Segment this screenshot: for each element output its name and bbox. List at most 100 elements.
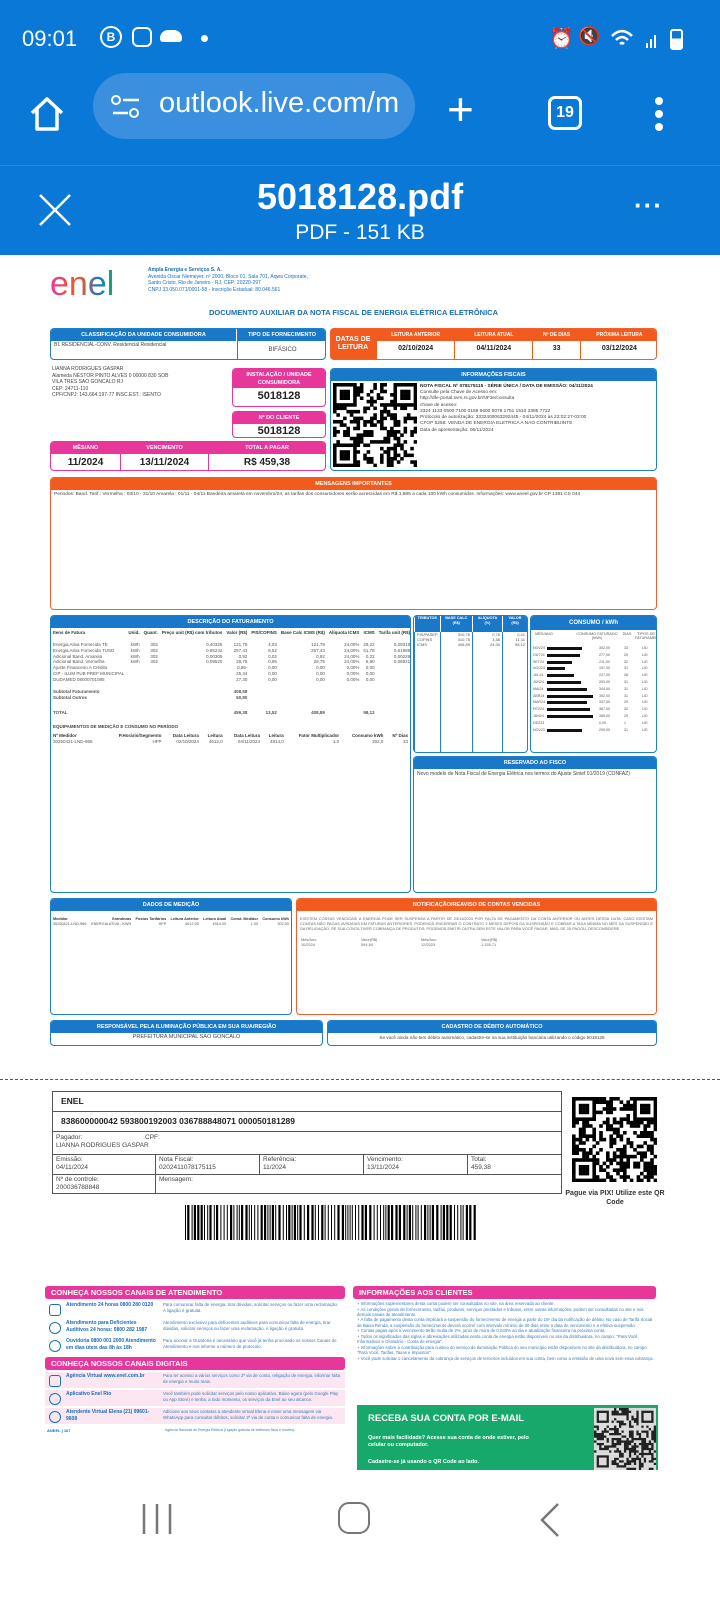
b-chat-icon: B <box>100 26 122 48</box>
col-label: Mês/Ano <box>421 936 437 942</box>
table-cell: 257,43 <box>311 647 325 653</box>
table-cell: 0,00 <box>268 676 277 682</box>
table-cell: ENERGIA ATIVA - KWH <box>91 921 132 926</box>
table-cell: 408,89 <box>311 710 325 716</box>
tipo-header: TIPO DE FORNECIMENTO <box>237 329 325 341</box>
barcode-bar <box>193 1205 196 1240</box>
num-cliente-box: Nº DO CLIENTE 5018128 <box>232 411 326 438</box>
new-tab-icon[interactable]: + <box>447 83 474 135</box>
table-cell <box>142 710 160 716</box>
more-options-icon[interactable]: ··· <box>634 190 663 220</box>
consumo-tipo: LID <box>642 673 648 678</box>
barcode-bar <box>267 1205 269 1240</box>
barcode-bar <box>207 1205 209 1240</box>
barcode-bar <box>395 1205 398 1240</box>
barcode-bar <box>293 1205 296 1240</box>
barcode-bar <box>238 1205 240 1240</box>
consumo-col-label: CONSUMO FATURADO (kWh) <box>576 632 618 641</box>
address-bar[interactable]: outlook.live.com/mail <box>93 73 415 139</box>
total-value: R$ 459,38 <box>243 457 291 468</box>
barcode-bar <box>318 1205 319 1240</box>
site-settings-icon[interactable] <box>111 95 141 119</box>
table-cell: DUDAMED 08000701085 <box>53 676 105 682</box>
consumo-dias: 31 <box>624 686 628 691</box>
mute-icon: 🔇 <box>578 26 601 46</box>
table-cell: COFINS <box>414 637 441 643</box>
canal-title: Ouvidoria 0800 001 2000 Atendimento em d… <box>66 1338 156 1351</box>
linha-digitavel[interactable]: 838600000042 593800192003 036788848071 0… <box>53 1112 561 1132</box>
barcode-bar <box>297 1205 299 1240</box>
table-cell: kWh <box>130 647 140 653</box>
qr-code-fiscal[interactable] <box>333 383 417 467</box>
barcode-bar <box>412 1205 414 1240</box>
barcode-bar <box>403 1205 406 1240</box>
table-cell: Const. Medidor <box>230 917 259 921</box>
hearing-icon <box>49 1322 61 1334</box>
barcode-bar <box>185 1205 186 1240</box>
email-qr-code[interactable] <box>594 1408 656 1478</box>
leitura-label: Nº DE DIAS <box>533 329 580 341</box>
table-cell: Leitura Anterior <box>170 917 199 921</box>
table-cell: Adicional Band. Amarela <box>53 653 103 659</box>
table-cell: 4,03 <box>268 641 277 647</box>
barcode-bar <box>415 1205 417 1240</box>
pix-qr-code[interactable] <box>572 1097 657 1182</box>
info-item: + Contas pagas após o vencimento terão m… <box>357 1328 606 1334</box>
table-cell: 24,00 <box>471 642 503 648</box>
consumo-bar <box>547 647 583 650</box>
table-cell: 8,52 <box>268 647 277 653</box>
aneel-label: ANEEL | 167 <box>47 1428 71 1433</box>
table-row: ICMS 408,89 24,00 98,12 <box>414 642 527 648</box>
table-cell: Consumo kWh <box>351 732 384 738</box>
debito-mes: 12/2023 <box>421 941 436 947</box>
fiscais-url[interactable]: http://dfe-portal.svrs.rs.gov.br/NF3e/co… <box>420 396 515 402</box>
table-row: PIS/PASEP 310,78 0,78 2,41 <box>414 632 527 638</box>
url-text[interactable]: outlook.live.com/mail <box>159 87 399 119</box>
fisco-header: RESERVADO AO FISCO <box>414 757 656 769</box>
tab-count-button[interactable]: 19 <box>548 96 582 130</box>
table-cell: Leitura <box>207 732 223 738</box>
table-cell: HFP <box>152 738 162 744</box>
barcode-bar <box>341 1205 344 1240</box>
home-icon[interactable] <box>28 95 66 133</box>
consumo-tipo: LID <box>642 727 648 732</box>
leitura-col: LEITURA ANTERIOR 02/10/2024 <box>376 329 455 359</box>
back-icon[interactable] <box>538 1500 562 1540</box>
pagador-value: LIANNA RODRIGUES GASPAR <box>56 1142 149 1150</box>
barcode-bar <box>446 1205 449 1240</box>
recent-apps-icon[interactable] <box>140 1502 174 1536</box>
canal-item: Ouvidoria 0800 001 2000 Atendimento em d… <box>45 1337 345 1353</box>
table-row: CIP - ILUM PUB PREF MUNICIPAL 25,44 0,00 0,… <box>51 671 410 677</box>
barcode-bar <box>271 1205 274 1240</box>
barcode-bar <box>241 1205 244 1240</box>
menu-icon[interactable] <box>652 96 666 132</box>
consumo-value: 389,00 <box>599 714 610 718</box>
canal-desc: Para acionar a Ouvidoria é necessário qu… <box>163 1338 337 1349</box>
debito-valor: 594,84 <box>361 941 373 947</box>
table-cell: 0,85242 <box>206 647 223 653</box>
table-cell: 30250421-LND-966 <box>53 738 93 744</box>
barcode-bar <box>398 1205 401 1240</box>
barcode-bar <box>355 1205 356 1240</box>
table-cell: 24,00% <box>344 653 360 659</box>
barcode-bar <box>191 1205 193 1240</box>
company-cnpj: CNPJ 33.050.071/0001-58 - Inscrição Esta… <box>148 286 281 293</box>
barcode[interactable] <box>185 1205 481 1240</box>
close-icon[interactable] <box>38 193 72 227</box>
table-cell: 98,12 <box>363 710 375 716</box>
barcode-bar <box>449 1205 452 1240</box>
table-cell: 302,00 <box>277 921 289 926</box>
consumo-month: MAI24 <box>533 686 544 691</box>
consumo-value: 302,00 <box>599 646 610 650</box>
info-item: + Você pode solicitar o cancelamento da … <box>357 1355 654 1361</box>
info-clientes-header: INFORMAÇÕES AOS CLIENTES <box>353 1286 656 1299</box>
barcode-bar <box>286 1205 287 1240</box>
barcode-bar <box>321 1205 324 1240</box>
canal-title: Agência Virtual www.enel.com.br <box>66 1373 145 1379</box>
debito-mes: 10/2024 <box>301 941 316 947</box>
consumo-dias: 31 <box>624 693 628 698</box>
status-time: 09:01 <box>22 26 78 51</box>
consumo-bar <box>547 694 593 698</box>
consumo-month: MAR24 <box>533 700 545 705</box>
home-nav-icon[interactable] <box>338 1502 370 1534</box>
